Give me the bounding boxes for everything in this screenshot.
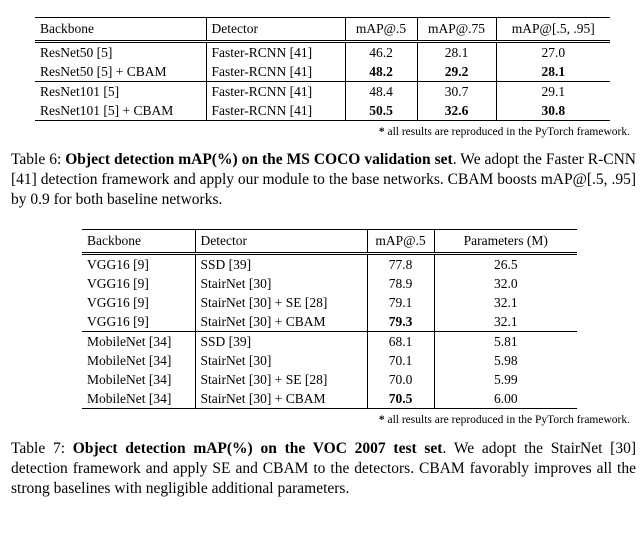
column-header-map75: mAP@.75 <box>416 17 496 43</box>
cell-detector: StairNet [30] + SE [28] <box>194 370 367 389</box>
cell-map50-95: 27.0 <box>495 41 610 62</box>
column-header-map50: mAP@.5 <box>344 17 417 43</box>
cell-detector: SSD [39] <box>194 331 367 351</box>
cell-parameters: 5.81 <box>433 331 577 351</box>
cell-map50-95: 29.1 <box>495 81 610 101</box>
cell-map50: 79.3 <box>366 312 434 332</box>
cell-map50: 48.4 <box>344 81 417 101</box>
cell-parameters: 6.00 <box>433 389 577 409</box>
column-header-detector: Detector <box>194 229 367 255</box>
cell-map75: 30.7 <box>416 81 496 101</box>
cell-parameters: 5.98 <box>433 351 577 370</box>
column-header-backbone: Backbone <box>82 229 195 255</box>
caption-bold-title: Object detection mAP(%) on the MS COCO v… <box>65 151 453 168</box>
cell-detector: SSD [39] <box>194 253 367 274</box>
cell-backbone: MobileNet [34] <box>87 372 172 387</box>
table6-coco-detection-table: Backbone Detector mAP@.5 mAP@.75 mAP@[.5, .9… <box>35 17 610 121</box>
cell-map50: 46.2 <box>344 41 417 62</box>
table-row: ResNet101 [5] + CBAM Faster-RCNN [41] 50.5… <box>35 101 610 121</box>
table-row: ResNet50 [5] + CBAM Faster-RCNN [41] 48.2 2… <box>35 62 610 82</box>
cell-detector: StairNet [30] <box>194 274 367 293</box>
cell-detector: Faster-RCNN [41] <box>205 41 345 62</box>
caption-label: Table 7: <box>11 440 73 457</box>
footnote-asterisk: * <box>378 414 385 426</box>
cell-map50-95: 30.8 <box>495 101 610 121</box>
cell-detector: StairNet [30] <box>194 351 367 370</box>
cell-backbone: ResNet101 [5] <box>35 81 206 101</box>
table-row: MobileNet [34] StairNet [30] + CBAM 70.5 6.… <box>82 389 577 409</box>
cell-map50: 70.5 <box>366 389 434 409</box>
cell-parameters: 32.0 <box>433 274 577 293</box>
cell-backbone: MobileNet [34] <box>87 353 172 368</box>
table-row: MobileNet [34] SSD [39] 68.1 5.81 <box>82 331 577 351</box>
cell-backbone: VGG16 [9] <box>87 276 149 291</box>
column-header-parameters: Parameters (M) <box>433 229 577 255</box>
cell-map50: 70.1 <box>366 351 434 370</box>
table-row: VGG16 [9] StairNet [30] + SE [28] 79.1 32.1 <box>82 293 577 312</box>
table-row: VGG16 [9] StairNet [30] + CBAM 79.3 32.1 <box>82 312 577 332</box>
cell-map50: 70.0 <box>366 370 434 389</box>
table-row: VGG16 [9] StairNet [30] 78.9 32.0 <box>82 274 577 293</box>
header-row: Backbone Detector mAP@.5 Parameters (M) <box>82 229 577 255</box>
paper-page: Backbone Detector mAP@.5 mAP@.75 mAP@[.5, .9… <box>0 17 644 535</box>
table-row: ResNet101 [5] Faster-RCNN [41] 48.4 30.7 29.… <box>35 81 610 101</box>
cell-map50: 68.1 <box>366 331 434 351</box>
cell-backbone: MobileNet [34] <box>82 331 195 351</box>
table-row: MobileNet [34] StairNet [30] 70.1 5.98 <box>82 351 577 370</box>
column-header-detector: Detector <box>205 17 345 43</box>
table6-caption: Table 6: Object detection mAP(%) on the … <box>11 150 636 210</box>
column-header-map50: mAP@.5 <box>366 229 434 255</box>
cell-map50: 50.5 <box>344 101 417 121</box>
cell-backbone: ResNet50 [5] + CBAM <box>40 64 167 79</box>
cell-detector: Faster-RCNN [41] <box>205 101 345 121</box>
cell-map50: 78.9 <box>366 274 434 293</box>
cell-backbone: VGG16 [9] <box>87 295 149 310</box>
table7-voc-detection-table: Backbone Detector mAP@.5 Parameters (M) VGG1… <box>82 229 577 409</box>
cell-map50-95: 28.1 <box>495 62 610 82</box>
cell-map50: 79.1 <box>366 293 434 312</box>
table7-footnote: * all results are reproduced in the PyTo… <box>0 414 630 427</box>
table-row: ResNet50 [5] Faster-RCNN [41] 46.2 28.1 27.0 <box>35 41 610 62</box>
header-row: Backbone Detector mAP@.5 mAP@.75 mAP@[.5, .9… <box>35 17 610 43</box>
caption-body: . We adopt the Faster R-CNN [41] detecti… <box>11 151 636 208</box>
cell-backbone: ResNet101 [5] + CBAM <box>40 103 174 118</box>
table-row: VGG16 [9] SSD [39] 77.8 26.5 <box>82 253 577 274</box>
cell-backbone: VGG16 [9] <box>87 257 149 272</box>
caption-bold-title: Object detection mAP(%) on the VOC 2007 … <box>72 440 443 457</box>
cell-backbone: ResNet50 [5] <box>40 45 113 60</box>
cell-detector: StairNet [30] + SE [28] <box>194 293 367 312</box>
cell-backbone: MobileNet [34] <box>87 391 172 406</box>
cell-map50: 48.2 <box>344 62 417 82</box>
cell-detector: Faster-RCNN [41] <box>205 62 345 82</box>
column-header-backbone: Backbone <box>35 17 206 43</box>
footnote-text: all results are reproduced in the PyTorc… <box>384 126 630 138</box>
caption-label: Table 6: <box>11 151 66 168</box>
table6-footnote: * all results are reproduced in the PyTo… <box>0 126 630 139</box>
cell-parameters: 26.5 <box>433 253 577 274</box>
column-header-map50-95: mAP@[.5, .95] <box>495 17 610 43</box>
footnote-text: all results are reproduced in the PyTorc… <box>384 414 630 426</box>
cell-map75: 28.1 <box>416 41 496 62</box>
cell-map75: 29.2 <box>416 62 496 82</box>
cell-detector: StairNet [30] + CBAM <box>194 389 367 409</box>
caption-body: . We adopt the StairNet [30] detection f… <box>11 440 636 497</box>
cell-parameters: 32.1 <box>433 312 577 332</box>
cell-backbone: VGG16 [9] <box>87 314 149 329</box>
table7-caption: Table 7: Object detection mAP(%) on the … <box>11 439 636 499</box>
cell-parameters: 5.99 <box>433 370 577 389</box>
cell-detector: StairNet [30] + CBAM <box>194 312 367 332</box>
cell-parameters: 32.1 <box>433 293 577 312</box>
cell-map50: 77.8 <box>366 253 434 274</box>
table-row: MobileNet [34] StairNet [30] + SE [28] 70.… <box>82 370 577 389</box>
cell-detector: Faster-RCNN [41] <box>205 81 345 101</box>
cell-map75: 32.6 <box>416 101 496 121</box>
footnote-asterisk: * <box>378 126 385 138</box>
